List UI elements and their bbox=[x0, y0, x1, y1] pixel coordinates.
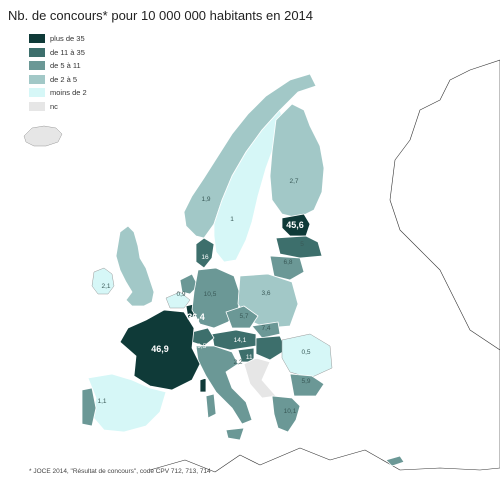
region-value-label: 14,1 bbox=[234, 337, 247, 344]
legend-label: de 5 à 11 bbox=[50, 61, 81, 71]
legend-swatch bbox=[29, 74, 45, 84]
background-land bbox=[149, 59, 500, 473]
legend-label: plus de 35 bbox=[50, 34, 85, 44]
legend-item: de 5 à 11 bbox=[29, 60, 87, 72]
slovakia-shape bbox=[251, 321, 281, 339]
ireland-shape bbox=[91, 267, 115, 295]
legend-swatch bbox=[29, 88, 45, 98]
region-value-label: 1,9 bbox=[201, 196, 210, 203]
croatia-shape bbox=[243, 357, 277, 399]
region-value-label: 10,1 bbox=[284, 408, 297, 415]
region-value-label: 16 bbox=[201, 254, 209, 261]
legend-item: de 11 à 35 bbox=[29, 47, 87, 59]
region-value-label: 5,9 bbox=[301, 378, 310, 385]
legend-swatch bbox=[29, 34, 45, 44]
legend-label: nc bbox=[50, 101, 58, 111]
sardinia-shape bbox=[205, 393, 217, 419]
uk-shape bbox=[115, 225, 155, 307]
region-value-label: 11,8 bbox=[246, 354, 259, 361]
iceland-shape bbox=[23, 125, 63, 147]
legend-label: moins de 2 bbox=[50, 88, 87, 98]
czechia-shape bbox=[225, 305, 259, 329]
legend-label: de 2 à 5 bbox=[50, 74, 78, 84]
sicily-shape bbox=[225, 427, 245, 441]
map-title: Nb. de concours* pour 10 000 000 habitan… bbox=[8, 8, 314, 23]
region-value-label: 36,4 bbox=[187, 312, 205, 322]
region-value-label: 2,1 bbox=[101, 283, 110, 290]
legend-swatch bbox=[29, 61, 45, 71]
region-value-label: 45,6 bbox=[286, 220, 304, 230]
legend-label: de 11 à 35 bbox=[50, 47, 85, 57]
region-value-label: 5 bbox=[300, 241, 304, 248]
region-value-label: 1,1 bbox=[97, 398, 106, 405]
legend-item: moins de 2 bbox=[29, 87, 87, 99]
lithuania-shape bbox=[269, 255, 305, 281]
hungary-shape bbox=[255, 335, 287, 361]
latvia-shape bbox=[275, 235, 323, 259]
france-shape bbox=[119, 309, 201, 391]
romania-shape bbox=[281, 333, 333, 379]
legend: plus de 35 de 11 à 35 de 5 à 11 de 2 à 5… bbox=[29, 33, 87, 114]
italy-shape bbox=[195, 345, 253, 425]
legend-item: nc bbox=[29, 101, 87, 113]
denmark-shape bbox=[195, 237, 215, 269]
legend-item: de 2 à 5 bbox=[29, 74, 87, 86]
region-value-label: 5,7 bbox=[239, 313, 248, 320]
cyprus-shape bbox=[385, 455, 405, 467]
portugal-shape bbox=[81, 387, 97, 427]
footnote: * JOCE 2014, "Résultat de concours", cod… bbox=[29, 468, 211, 475]
belgium-shape bbox=[165, 291, 191, 309]
greece-shape bbox=[271, 395, 301, 433]
region-value-label: 6,8 bbox=[283, 259, 292, 266]
region-value-label: 46,9 bbox=[151, 344, 169, 354]
corsica-shape bbox=[199, 377, 207, 393]
region-value-label: 1 bbox=[230, 216, 234, 223]
finland-shape bbox=[269, 103, 325, 219]
region-value-label: 2,2 bbox=[233, 359, 242, 366]
value-labels: 45,646,936,429,51614,111,810,510,17,46,8… bbox=[97, 178, 310, 415]
region-value-label: 7,4 bbox=[261, 325, 270, 332]
region-value-label: 10,5 bbox=[204, 291, 217, 298]
legend-swatch bbox=[29, 47, 45, 57]
region-value-label: 0,5 bbox=[301, 349, 310, 356]
region-value-label: 29,5 bbox=[194, 343, 207, 350]
region-value-label: 2,7 bbox=[289, 178, 298, 185]
legend-swatch bbox=[29, 101, 45, 111]
region-value-label: 3,6 bbox=[261, 290, 270, 297]
legend-item: plus de 35 bbox=[29, 33, 87, 45]
bulgaria-shape bbox=[289, 373, 325, 397]
region-value-label: 0,9 bbox=[176, 291, 185, 298]
